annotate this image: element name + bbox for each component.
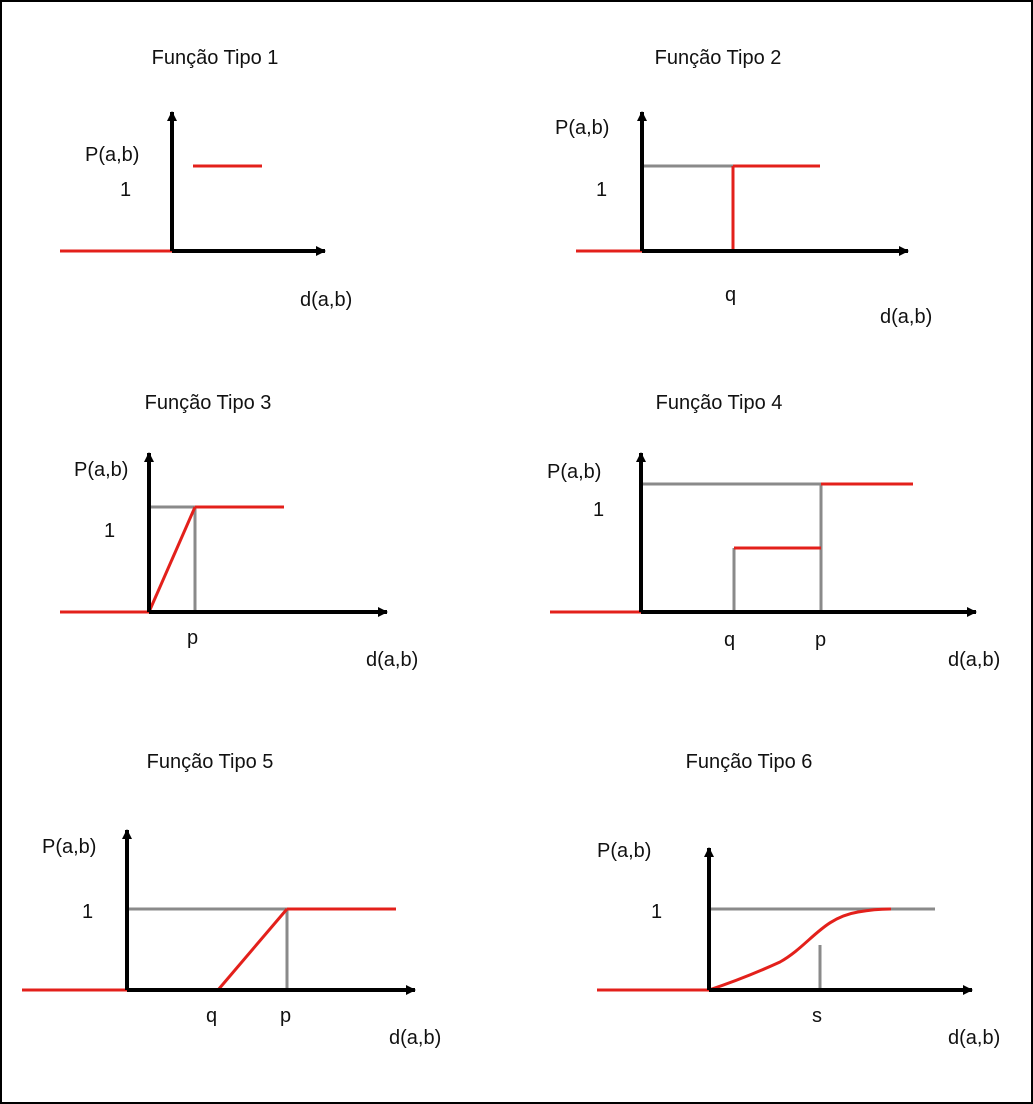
panel-5-y-label: P(a,b) xyxy=(42,836,96,858)
panel-5-linear-ramp xyxy=(216,908,289,991)
panel-type-2: Função Tipo 2 P(a,b) 1 q d(a,b) xyxy=(555,47,932,328)
panel-3-x-label: d(a,b) xyxy=(366,649,418,671)
panel-2-y-label: P(a,b) xyxy=(555,117,609,139)
panel-6-title: Função Tipo 6 xyxy=(686,751,813,773)
panel-5-p-label: p xyxy=(280,1005,291,1027)
panel-6-y-label: P(a,b) xyxy=(597,840,651,862)
panel-1-y-label: P(a,b) xyxy=(85,144,139,166)
panel-4-x-label: d(a,b) xyxy=(948,649,1000,671)
panel-4-title: Função Tipo 4 xyxy=(656,392,783,414)
panel-3-title: Função Tipo 3 xyxy=(145,392,272,414)
panel-2-one-label: 1 xyxy=(596,179,607,201)
panel-2-q-label: q xyxy=(725,284,736,306)
panel-type-3: Função Tipo 3 P(a,b) 1 p d(a,b) xyxy=(60,392,418,671)
panel-6-s-curve xyxy=(708,907,892,992)
panel-3-p-label: p xyxy=(187,627,198,649)
panel-1-title: Função Tipo 1 xyxy=(152,47,279,69)
panel-5-one-label: 1 xyxy=(82,901,93,923)
panel-6-x-label: d(a,b) xyxy=(948,1027,1000,1049)
panel-4-one-label: 1 xyxy=(593,499,604,521)
panel-type-5: Função Tipo 5 P(a,b) 1 q p d(a,b) xyxy=(22,751,441,1049)
panel-1-one-label: 1 xyxy=(120,179,131,201)
panel-4-p-label: p xyxy=(815,629,826,651)
panel-2-title: Função Tipo 2 xyxy=(655,47,782,69)
panel-3-y-label: P(a,b) xyxy=(74,459,128,481)
panel-6-one-label: 1 xyxy=(651,901,662,923)
panel-1-x-label: d(a,b) xyxy=(300,289,352,311)
panel-3-one-label: 1 xyxy=(104,520,115,542)
panel-5-x-label: d(a,b) xyxy=(389,1027,441,1049)
panel-4-q-label: q xyxy=(724,629,735,651)
panel-5-q-label: q xyxy=(206,1005,217,1027)
panel-4-y-label: P(a,b) xyxy=(547,461,601,483)
panel-type-1: Função Tipo 1 P(a,b) 1 d(a,b) xyxy=(60,47,352,311)
panel-6-s-label: s xyxy=(812,1005,822,1027)
panel-type-6: Função Tipo 6 P(a,b) 1 s d(a,b) xyxy=(597,751,1000,1049)
panel-5-title: Função Tipo 5 xyxy=(147,751,274,773)
panel-2-x-label: d(a,b) xyxy=(880,306,932,328)
panel-type-4: Função Tipo 4 P(a,b) 1 q p d(a,b) xyxy=(547,392,1000,671)
panel-3-linear-ramp xyxy=(147,506,197,613)
